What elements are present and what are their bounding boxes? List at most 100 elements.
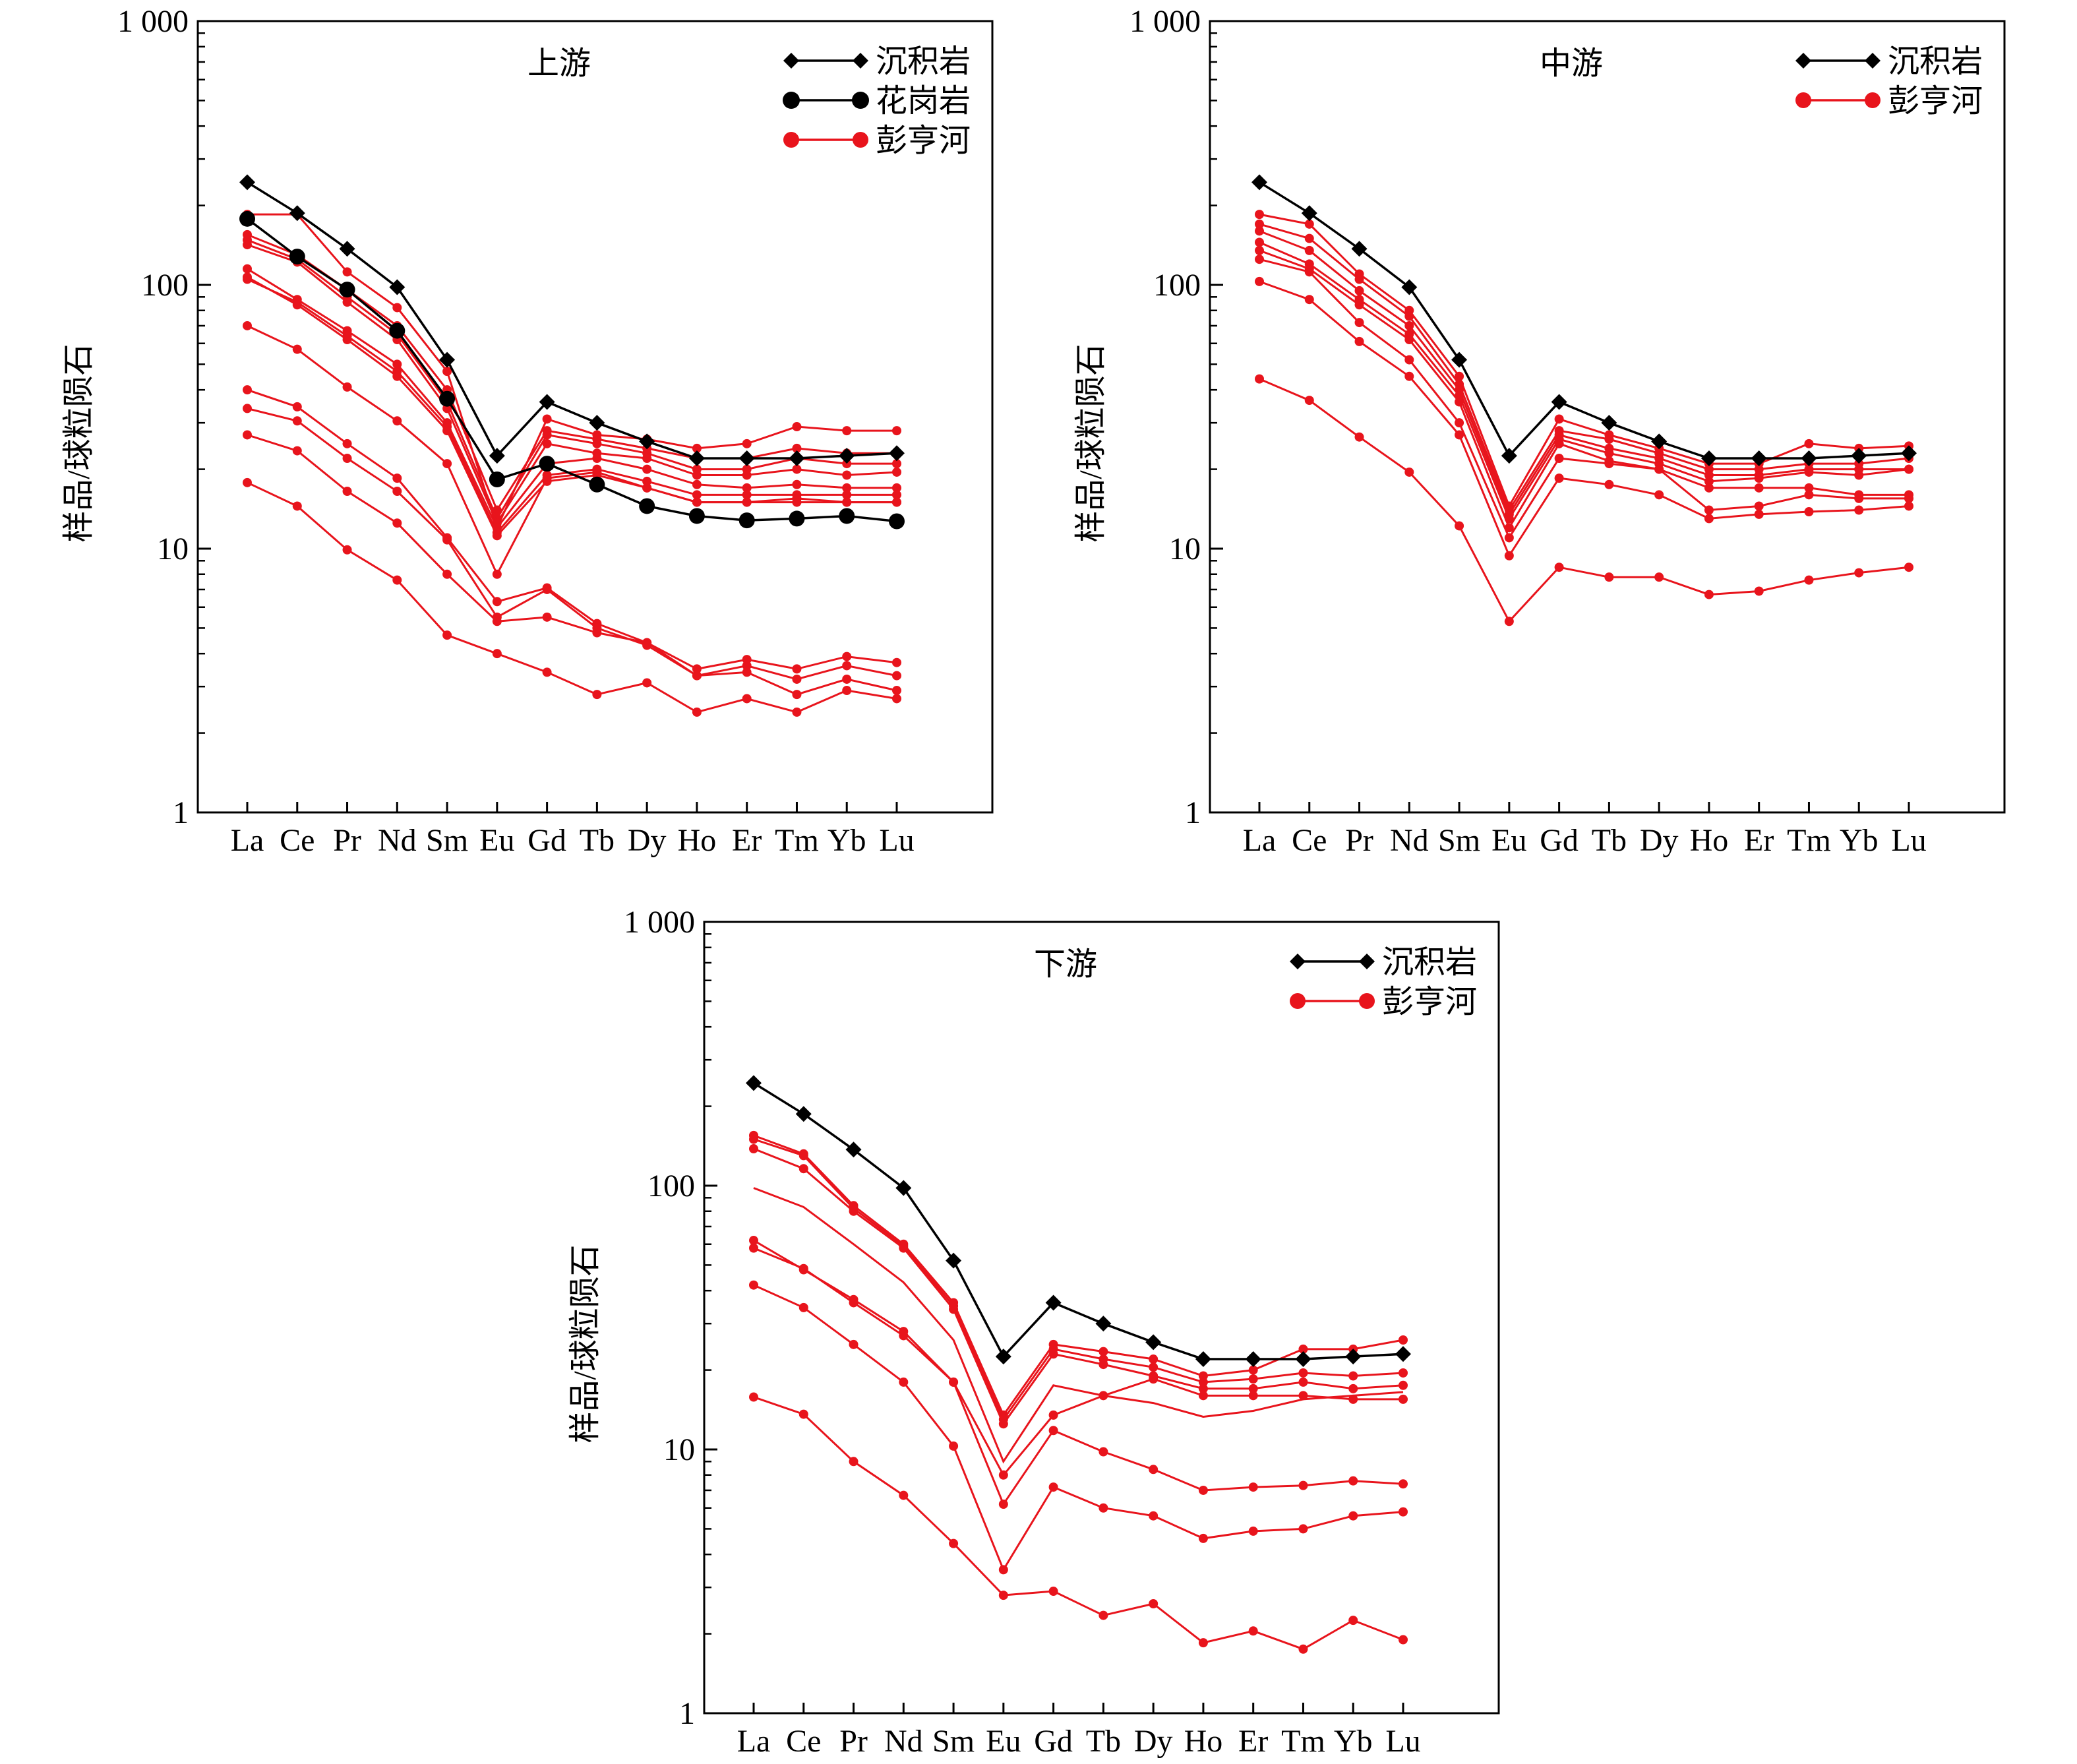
data-point (243, 264, 252, 274)
data-point (1854, 470, 1864, 480)
series-line (1259, 280, 1910, 558)
data-point (1298, 1644, 1308, 1654)
data-point (642, 483, 652, 493)
data-point (1255, 210, 1264, 220)
data-point (592, 690, 602, 700)
data-point (489, 448, 505, 464)
data-point (1248, 1626, 1258, 1636)
data-point (1198, 1638, 1208, 1648)
data-point (1804, 467, 1814, 477)
data-point (849, 1298, 858, 1308)
data-point (692, 707, 702, 717)
data-point (742, 490, 752, 500)
data-point (292, 416, 302, 426)
series-river-7 (243, 274, 901, 537)
data-point (842, 686, 852, 696)
data-point (742, 483, 752, 493)
data-point (1701, 450, 1717, 467)
data-point (842, 470, 852, 480)
y-tick-label: 10 (663, 1432, 695, 1467)
data-point (1248, 1384, 1258, 1393)
series-line (753, 1239, 1403, 1477)
data-point (1804, 483, 1814, 493)
data-point (492, 597, 502, 607)
data-point (1804, 507, 1814, 517)
data-point (892, 490, 901, 500)
data-point (292, 501, 302, 511)
series-line (247, 243, 897, 526)
data-point (892, 671, 901, 681)
y-axis-label: 样品/球粒陨石 (61, 344, 96, 542)
legend-item-river: 彭亨河 (783, 123, 971, 158)
data-point (798, 1263, 808, 1273)
x-tick-label-Lu: Lu (879, 823, 914, 858)
data-point (1404, 320, 1414, 330)
data-point (889, 513, 905, 530)
data-point (1255, 255, 1264, 264)
data-point (1754, 509, 1764, 519)
data-point (998, 1565, 1008, 1575)
x-tick-label-Eu: Eu (479, 823, 514, 858)
series-river-8 (749, 1392, 1408, 1654)
legend-label: 沉积岩 (1888, 44, 1983, 79)
data-point (542, 584, 552, 594)
data-point (1554, 473, 1564, 483)
data-point (1149, 1599, 1159, 1609)
data-point (289, 205, 305, 222)
data-point (798, 1151, 808, 1161)
data-point (1195, 1351, 1211, 1368)
data-point (243, 272, 252, 282)
data-point (998, 1419, 1008, 1429)
data-point (1404, 311, 1414, 321)
x-tick-label-Dy: Dy (628, 823, 667, 858)
series-river-8 (243, 272, 901, 541)
data-point (1255, 237, 1264, 247)
legend-item-sediment: 沉积岩 (783, 44, 971, 79)
data-point (339, 282, 355, 298)
y-tick-label: 10 (1169, 532, 1201, 566)
series-river-4 (243, 235, 901, 524)
data-point (1348, 1394, 1358, 1404)
series-line (247, 388, 897, 670)
data-point (392, 487, 402, 497)
series-river-10 (243, 385, 901, 674)
x-tick-label-Er: Er (732, 823, 762, 858)
legend-marker (1795, 53, 1811, 69)
data-point (1404, 371, 1414, 381)
data-point (592, 439, 602, 448)
x-tick-label-La: La (1243, 823, 1277, 858)
y-tick-label: 1 (1185, 795, 1201, 830)
data-point (1149, 1354, 1159, 1364)
series-granite-1 (239, 210, 905, 530)
x-tick-label-Pr: Pr (1345, 823, 1373, 858)
data-point (542, 414, 552, 424)
data-point (792, 464, 802, 474)
data-point (243, 430, 252, 440)
data-point (1604, 572, 1614, 582)
series-line (247, 239, 897, 521)
data-point (1651, 433, 1668, 450)
data-point (342, 487, 352, 497)
data-point (339, 241, 355, 257)
series-line (1259, 230, 1909, 517)
data-point (746, 1075, 762, 1091)
data-point (1854, 493, 1864, 503)
data-point (642, 638, 652, 648)
data-point (1048, 1349, 1058, 1359)
data-point (1295, 1351, 1311, 1368)
legend-item-sediment: 沉积岩 (1290, 945, 1477, 980)
data-point (742, 439, 752, 448)
data-point (998, 1591, 1008, 1600)
data-point (243, 404, 252, 413)
y-tick-label: 1 (173, 795, 189, 830)
data-point (642, 476, 652, 486)
x-tick-label-Tm: Tm (1787, 823, 1831, 858)
data-point (845, 1141, 862, 1158)
series-river-12 (243, 430, 901, 700)
data-point (1751, 450, 1767, 467)
series-line (1259, 258, 1909, 540)
series-line (247, 276, 897, 537)
data-point (1554, 439, 1564, 448)
data-point (1255, 226, 1264, 236)
